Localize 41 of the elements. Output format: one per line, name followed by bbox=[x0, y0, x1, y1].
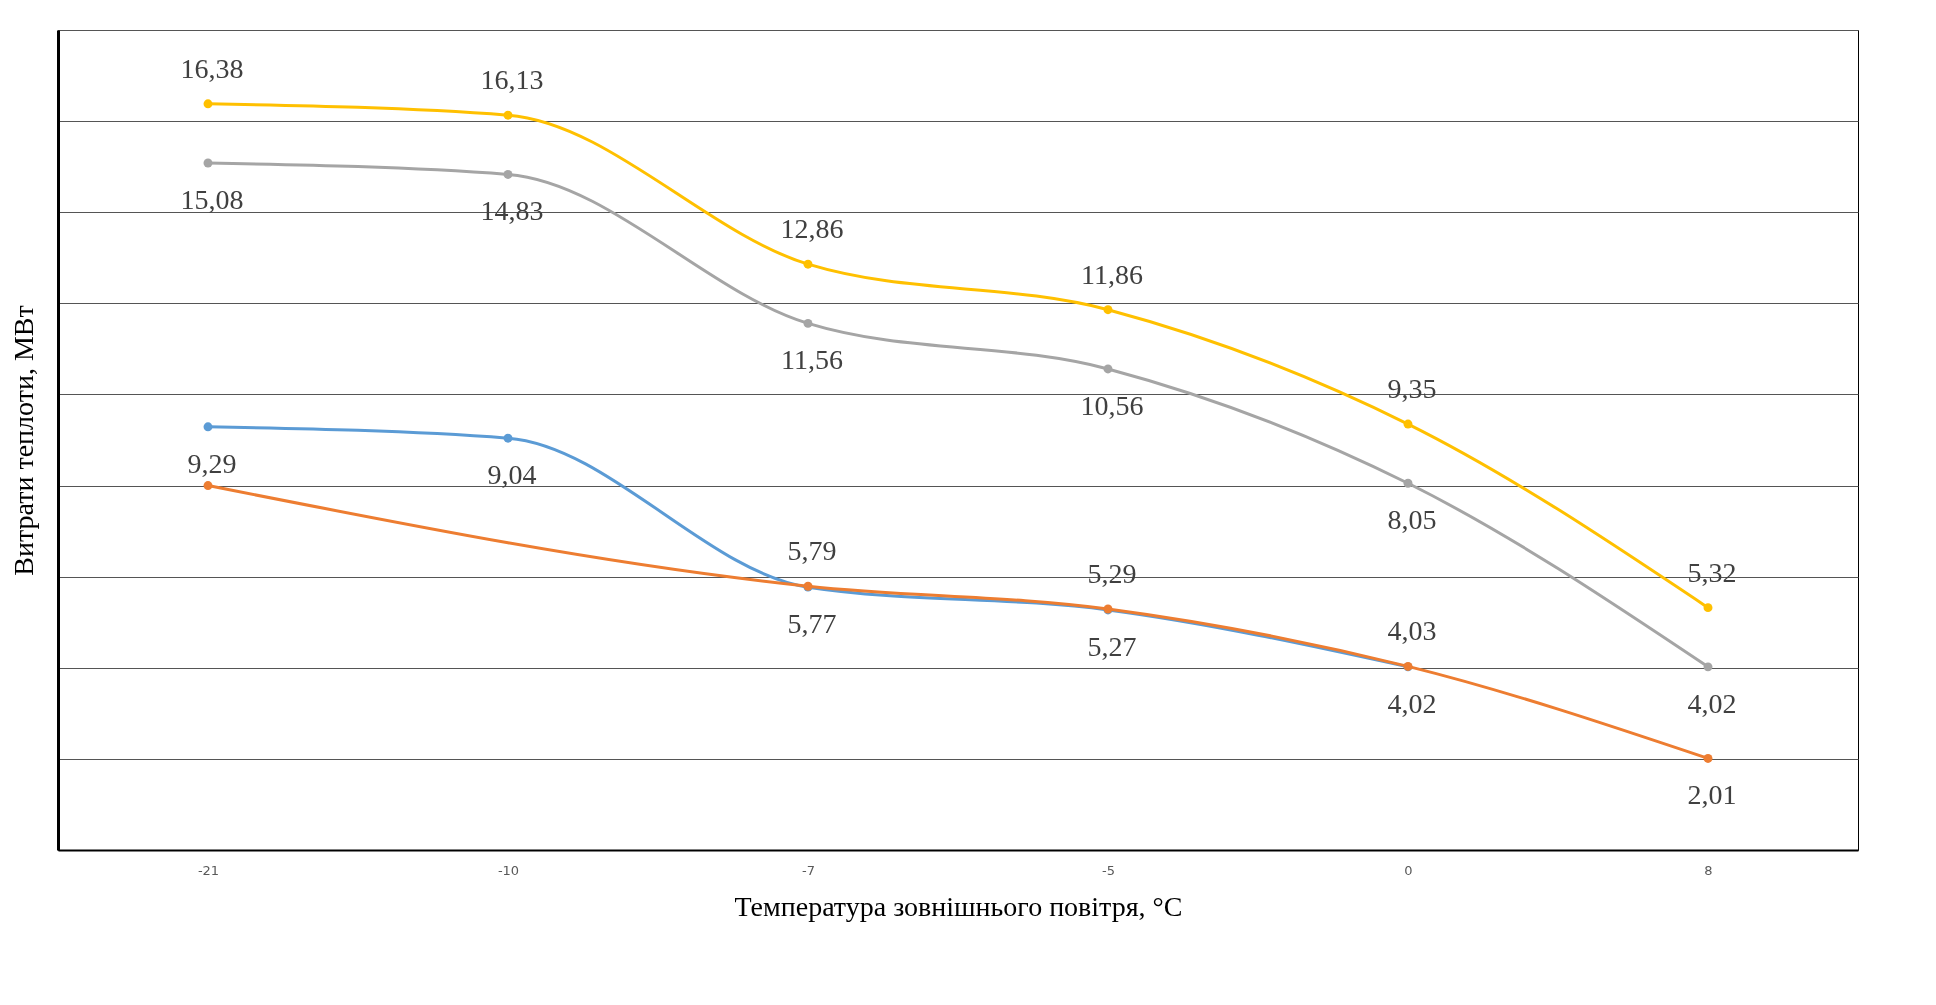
data-label: 5,77 bbox=[787, 608, 837, 640]
x-tick-label: 8 bbox=[1704, 862, 1713, 878]
x-axis-title: Температура зовнішнього повітря, °С bbox=[734, 890, 1183, 922]
point bbox=[203, 99, 213, 109]
data-label: 4,02 bbox=[1387, 687, 1437, 719]
point bbox=[203, 158, 213, 168]
data-label: 16,13 bbox=[480, 64, 544, 96]
data-label: 2,01 bbox=[1687, 779, 1737, 811]
data-label: 12,86 bbox=[780, 213, 844, 245]
point bbox=[1403, 419, 1413, 429]
point bbox=[203, 422, 213, 432]
data-label: 4,03 bbox=[1387, 615, 1437, 647]
x-tick-label: -7 bbox=[802, 862, 815, 878]
data-label: 11,86 bbox=[1081, 258, 1143, 290]
point bbox=[1103, 364, 1113, 374]
data-label: 9,29 bbox=[187, 447, 237, 479]
data-label: 8,05 bbox=[1387, 504, 1437, 536]
point bbox=[803, 318, 813, 328]
data-label: 4,02 bbox=[1687, 687, 1737, 719]
data-label: 15,08 bbox=[180, 184, 244, 216]
data-label: 5,27 bbox=[1087, 630, 1137, 662]
data-label: 9,04 bbox=[487, 459, 537, 491]
point bbox=[1103, 305, 1113, 315]
data-label: 10,56 bbox=[1080, 389, 1144, 421]
data-label: 16,38 bbox=[180, 52, 244, 84]
data-label: 5,79 bbox=[787, 535, 837, 567]
point bbox=[1703, 662, 1713, 672]
x-tick-label: -10 bbox=[497, 862, 520, 878]
x-tick-label: -5 bbox=[1102, 862, 1115, 878]
point bbox=[1403, 478, 1413, 488]
point bbox=[1703, 603, 1713, 613]
point bbox=[1703, 753, 1713, 763]
point bbox=[803, 259, 813, 269]
x-tick-label: 0 bbox=[1404, 862, 1413, 878]
y-axis-title: Витрати теплоти, МВт bbox=[7, 305, 39, 576]
point bbox=[203, 481, 213, 491]
point bbox=[503, 169, 513, 179]
data-label: 11,56 bbox=[781, 344, 843, 376]
x-tick-label: -21 bbox=[197, 862, 220, 878]
point bbox=[503, 110, 513, 120]
point bbox=[503, 433, 513, 443]
